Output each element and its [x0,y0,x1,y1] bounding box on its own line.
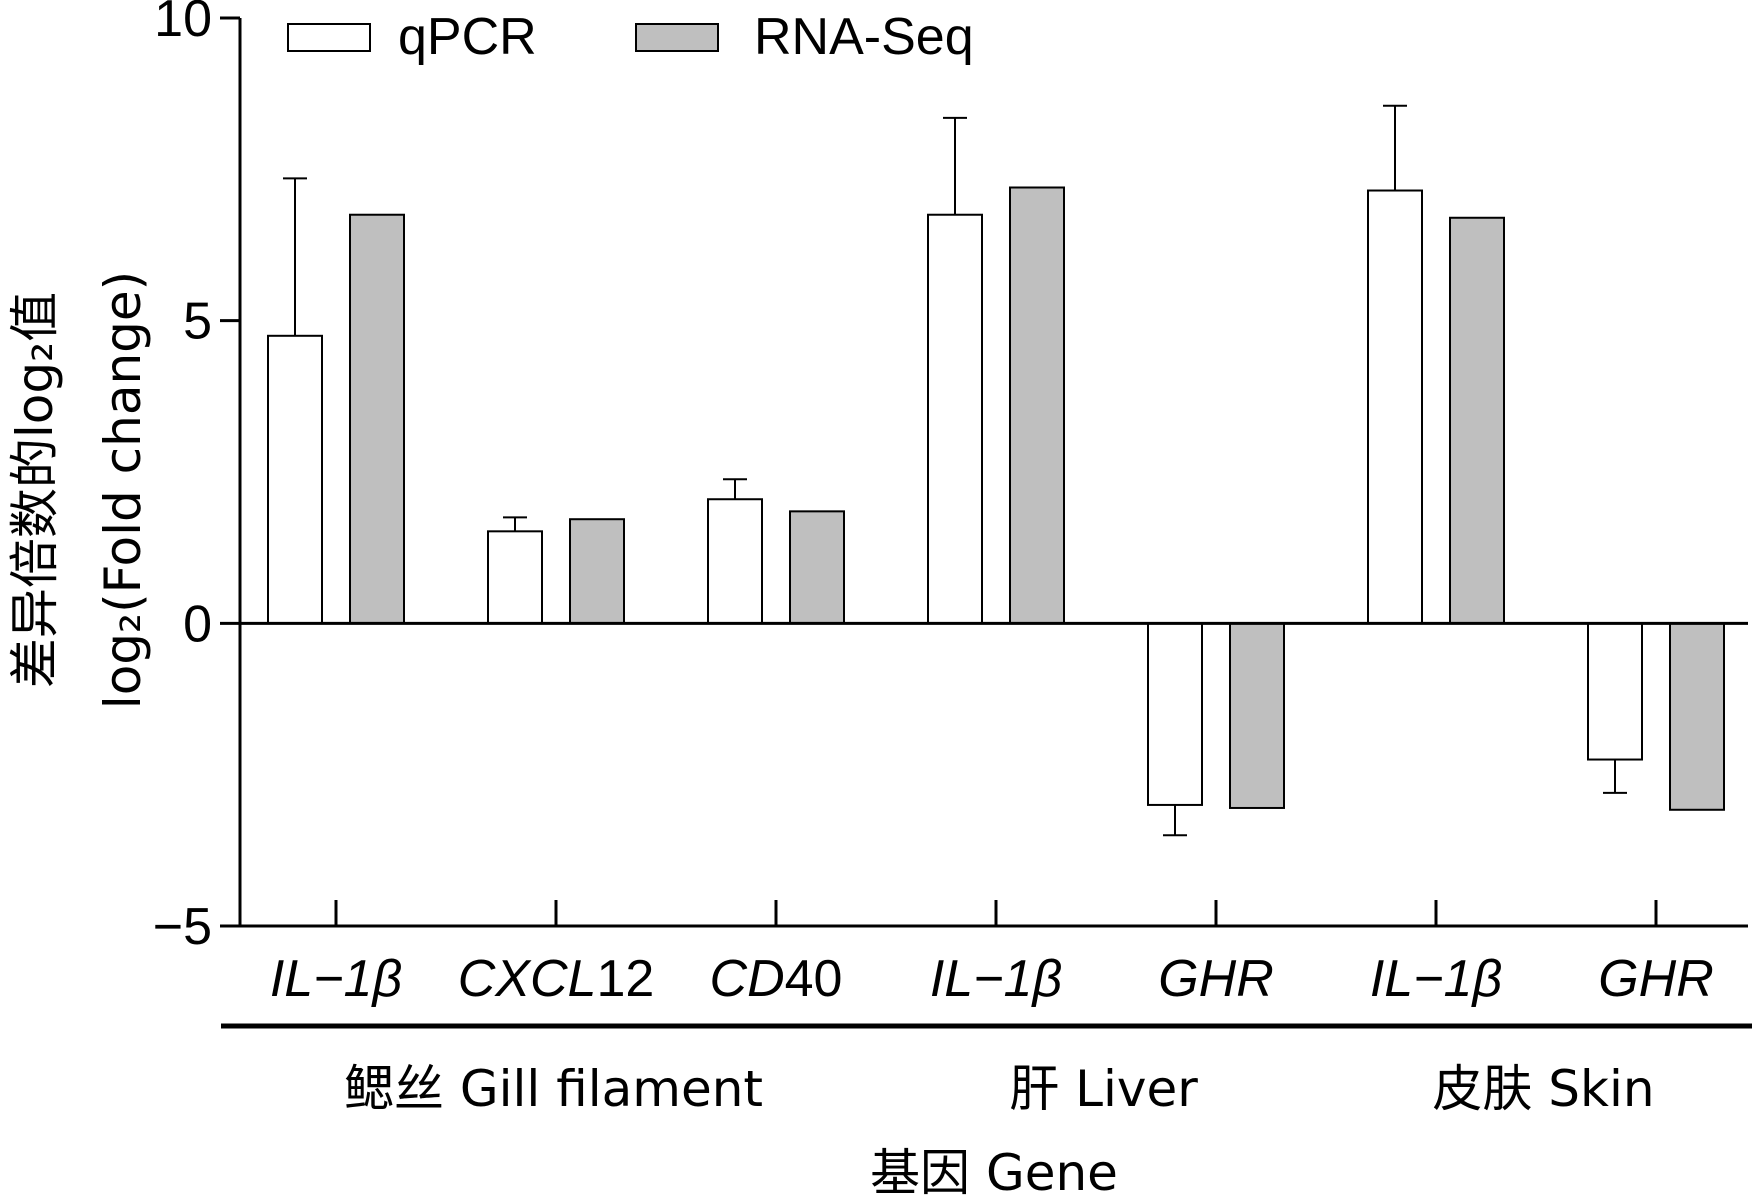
y-tick-label-1: 0 [183,595,212,653]
bar-qpcr-5 [1367,189,1423,625]
bar-qpcr-6 [1587,622,1643,761]
bar-rnaseq-5 [1449,216,1505,625]
y-axis-title-en: log₂(Fold change) [94,271,152,709]
bar-rnaseq-1 [569,518,625,625]
group-label-1: 肝 Liver [1009,1060,1198,1118]
category-label-1: CXCL12 [458,950,655,1008]
category-label-3: IL−1β [930,950,1062,1008]
legend: qPCR RNA-Seq [287,8,974,66]
bar-rnaseq-6 [1669,622,1725,811]
y-axis-title-cn: 差异倍数的log₂值 [6,292,64,688]
legend-swatch-rnaseq [635,23,719,52]
group-label-2: 皮肤 Skin [1432,1060,1654,1118]
plot-area [267,104,1725,837]
y-tick-label-3: 10 [154,0,212,48]
bar-rnaseq-3 [1009,186,1065,625]
bar-qpcr-4 [1147,622,1203,806]
x-axis-title: 基因 Gene [870,1144,1118,1201]
bar-qpcr-1 [487,530,543,625]
legend-label-qpcr: qPCR [398,8,537,66]
legend-swatch-qpcr [287,23,371,52]
bar-qpcr-3 [927,213,983,625]
y-tick-label-0: −5 [153,898,212,956]
category-label-2: CD40 [710,950,843,1008]
group-label-0: 鳃丝 Gill filament [344,1060,763,1118]
bar-qpcr-2 [707,498,763,625]
category-label-5: IL−1β [1370,950,1502,1008]
category-label-4: GHR [1158,950,1274,1008]
bar-rnaseq-2 [789,510,845,625]
category-label-0: IL−1β [270,950,402,1008]
bar-rnaseq-4 [1229,622,1285,809]
legend-label-rnaseq: RNA-Seq [754,8,974,66]
y-tick-label-2: 5 [183,293,212,351]
axes: −5 0 5 10 [153,0,1748,956]
labels: IL−1β CXCL12 CD40 IL−1β GHR IL−1β GHR 鳃丝 Gill f… [6,271,1752,1201]
bar-rnaseq-0 [349,213,405,625]
category-label-6: GHR [1598,950,1714,1008]
bar-qpcr-0 [267,334,323,625]
